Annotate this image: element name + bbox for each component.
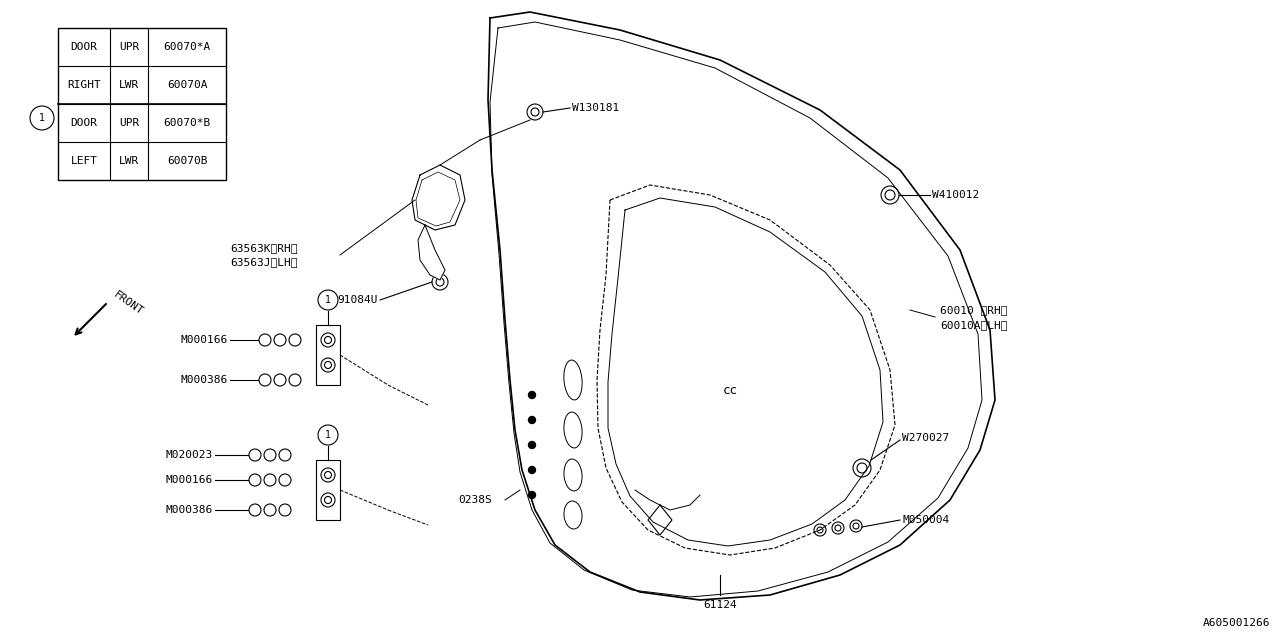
Text: LEFT: LEFT: [70, 156, 97, 166]
Text: W410012: W410012: [932, 190, 979, 200]
Bar: [316, 325, 340, 385]
Circle shape: [250, 504, 261, 516]
Circle shape: [529, 492, 535, 499]
Circle shape: [274, 334, 285, 346]
Circle shape: [250, 474, 261, 486]
Polygon shape: [419, 225, 445, 280]
Circle shape: [250, 449, 261, 461]
Text: 63563K〈RH〉: 63563K〈RH〉: [230, 243, 297, 253]
Text: A605001266: A605001266: [1202, 618, 1270, 628]
Text: LWR: LWR: [119, 80, 140, 90]
Circle shape: [529, 417, 535, 424]
Circle shape: [850, 520, 861, 532]
Text: UPR: UPR: [119, 42, 140, 52]
Circle shape: [259, 374, 271, 386]
Text: M000386: M000386: [165, 505, 212, 515]
Circle shape: [321, 468, 335, 482]
Circle shape: [852, 459, 870, 477]
Text: 60010 〈RH〉: 60010 〈RH〉: [940, 305, 1007, 315]
Text: 0238S: 0238S: [458, 495, 492, 505]
Text: DOOR: DOOR: [70, 42, 97, 52]
Circle shape: [814, 524, 826, 536]
Circle shape: [264, 504, 276, 516]
Text: DOOR: DOOR: [70, 118, 97, 128]
Circle shape: [289, 334, 301, 346]
Bar: [316, 460, 340, 520]
Circle shape: [527, 104, 543, 120]
Circle shape: [881, 186, 899, 204]
Text: UPR: UPR: [119, 118, 140, 128]
Text: 1: 1: [325, 295, 332, 305]
Circle shape: [317, 290, 338, 310]
Polygon shape: [412, 165, 465, 230]
Circle shape: [259, 334, 271, 346]
Text: cc: cc: [722, 383, 737, 397]
Text: FRONT: FRONT: [113, 290, 146, 317]
Circle shape: [279, 504, 291, 516]
Circle shape: [832, 522, 844, 534]
Circle shape: [433, 274, 448, 290]
Circle shape: [274, 374, 285, 386]
Text: 60070*A: 60070*A: [164, 42, 211, 52]
Text: 60010A〈LH〉: 60010A〈LH〉: [940, 320, 1007, 330]
Circle shape: [29, 106, 54, 130]
Text: 60070B: 60070B: [166, 156, 207, 166]
Text: M020023: M020023: [165, 450, 212, 460]
Text: 91084U: 91084U: [338, 295, 378, 305]
Text: 63563J〈LH〉: 63563J〈LH〉: [230, 257, 297, 267]
Circle shape: [529, 442, 535, 449]
Circle shape: [264, 449, 276, 461]
Text: 60070*B: 60070*B: [164, 118, 211, 128]
Text: RIGHT: RIGHT: [67, 80, 101, 90]
Circle shape: [317, 425, 338, 445]
Text: M050004: M050004: [902, 515, 950, 525]
Circle shape: [321, 493, 335, 507]
Circle shape: [264, 474, 276, 486]
Text: W270027: W270027: [902, 433, 950, 443]
Circle shape: [529, 392, 535, 399]
Text: W130181: W130181: [572, 103, 620, 113]
Bar: [58, 28, 227, 180]
Circle shape: [321, 333, 335, 347]
Text: M000166: M000166: [165, 475, 212, 485]
Text: LWR: LWR: [119, 156, 140, 166]
Circle shape: [289, 374, 301, 386]
Circle shape: [279, 449, 291, 461]
Text: M000386: M000386: [180, 375, 228, 385]
Text: 61124: 61124: [703, 600, 737, 610]
Text: 60070A: 60070A: [166, 80, 207, 90]
Text: M000166: M000166: [180, 335, 228, 345]
Circle shape: [529, 467, 535, 474]
Text: 1: 1: [40, 113, 45, 123]
Text: 1: 1: [325, 430, 332, 440]
Circle shape: [321, 358, 335, 372]
Circle shape: [279, 474, 291, 486]
